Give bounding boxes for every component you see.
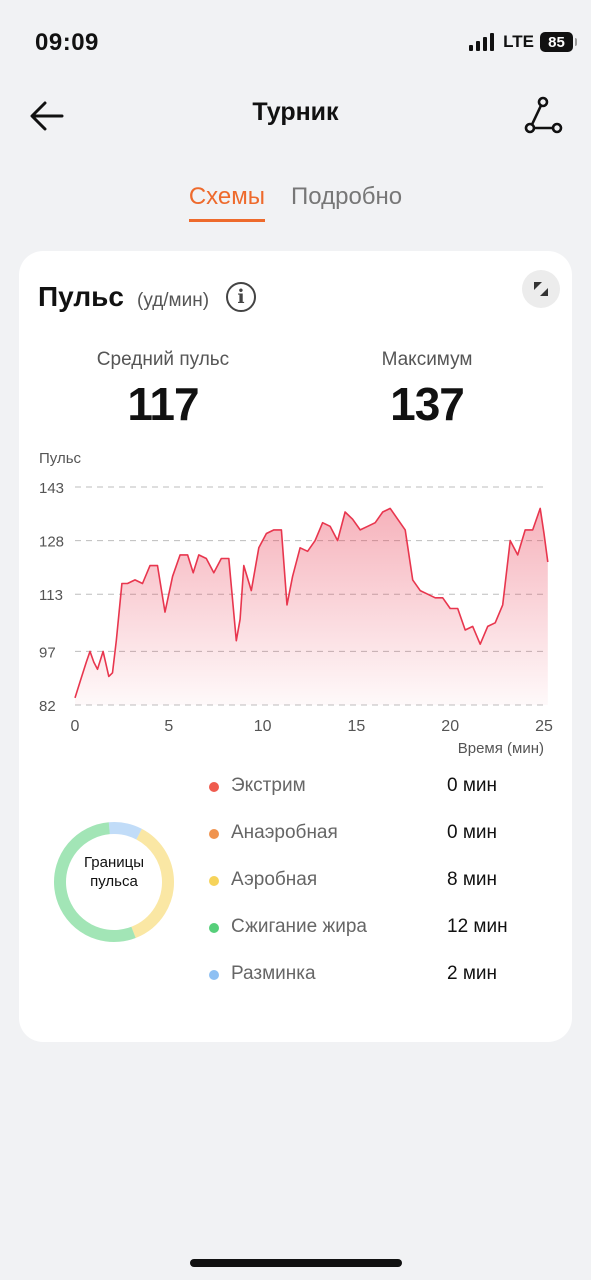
status-icons: LTE 85: [469, 32, 577, 52]
avg-heart-rate: Средний пульс 117: [63, 349, 263, 431]
tab-schemes[interactable]: Схемы: [188, 183, 266, 222]
legend-value: 8 мин: [447, 869, 498, 890]
zones-donut: Границы пульса: [51, 819, 177, 945]
zones-donut-svg: [54, 821, 174, 942]
route-button[interactable]: [521, 94, 565, 138]
heart-rate-chart-svg: Пульс 82 97 113 128 143 0 5 10 15 20 25 Время (мин): [39, 450, 553, 757]
legend-item-warmup: Разминка 2 мин: [209, 959, 549, 1006]
legend-label: Разминка: [231, 963, 316, 984]
avg-value: 117: [127, 378, 199, 430]
route-icon: [524, 96, 563, 134]
legend-dot: [209, 829, 219, 839]
expand-button[interactable]: [522, 270, 560, 308]
donut-label: Границы пульса: [84, 854, 144, 890]
heart-rate-chart: Пульс 82 97 113 128 143 0 5 10 15 20 25 Время (мин): [19, 441, 572, 771]
legend-value: 0 мин: [447, 822, 498, 843]
legend-value: 2 мин: [447, 963, 498, 984]
expand-icon: [534, 282, 548, 296]
x-axis-label: Время (мин): [458, 740, 544, 757]
heart-rate-line: [74, 507, 549, 699]
battery-level: 85: [548, 33, 565, 51]
y-tick-label: 128: [39, 534, 64, 551]
legend-label: Сжигание жира: [231, 916, 367, 937]
y-tick-label: 113: [39, 587, 63, 604]
tab-details[interactable]: Подробно: [291, 183, 403, 210]
legend-value: 0 мин: [447, 775, 498, 796]
header: Турник: [0, 86, 591, 146]
legend-item-aerobic: Аэробная 8 мин: [209, 865, 549, 912]
y-axis-label: Пульс: [39, 450, 82, 467]
signal-icon: [469, 33, 495, 51]
y-tick-label: 97: [39, 644, 56, 661]
x-tick-label: 25: [535, 718, 553, 735]
legend-dot: [209, 970, 219, 980]
legend-item-fat-burn: Сжигание жира 12 мин: [209, 912, 549, 959]
x-tick-label: 0: [71, 718, 80, 735]
donut-segment: [54, 821, 174, 942]
max-label: Максимум: [381, 349, 473, 370]
zones-legend: Экстрим 0 мин Анаэробная 0 мин Аэробная …: [209, 771, 549, 1006]
arrow-left-icon: [30, 101, 64, 131]
network-type: LTE: [503, 32, 534, 51]
back-button[interactable]: [26, 94, 70, 138]
legend-dot: [209, 923, 219, 933]
heart-rate-area: [75, 508, 548, 705]
x-tick-label: 10: [254, 718, 272, 735]
tab-bar: Схемы Подробно: [0, 183, 591, 222]
legend-dot: [209, 876, 219, 886]
legend-label: Аэробная: [231, 869, 318, 890]
x-tick-label: 15: [348, 718, 366, 735]
page-title: Турник: [252, 98, 339, 126]
legend-label: Анаэробная: [231, 822, 338, 843]
info-icon[interactable]: i: [226, 282, 256, 312]
max-heart-rate: Максимум 137: [327, 349, 527, 431]
max-value: 137: [390, 378, 465, 430]
legend-value: 12 мин: [447, 916, 508, 937]
x-tick-label: 20: [441, 718, 459, 735]
y-tick-label: 82: [39, 698, 56, 715]
legend-dot: [209, 782, 219, 792]
donut-segment: [54, 821, 174, 942]
card-unit: (уд/мин): [137, 290, 210, 311]
x-tick-label: 5: [164, 718, 173, 735]
legend-item-anaerobic: Анаэробная 0 мин: [209, 818, 549, 865]
legend-label: Экстрим: [231, 775, 306, 796]
legend-item-extreme: Экстрим 0 мин: [209, 771, 549, 818]
avg-label: Средний пульс: [96, 349, 230, 370]
status-time: 09:09: [35, 29, 99, 56]
heart-rate-card: Пульс (уд/мин) i Средний пульс 117 Макси…: [19, 251, 572, 1042]
y-tick-label: 143: [39, 480, 64, 497]
home-indicator[interactable]: [190, 1259, 402, 1267]
status-bar: 09:09 LTE 85: [0, 0, 591, 86]
card-title: Пульс: [38, 281, 124, 312]
battery-icon: 85: [540, 32, 577, 52]
